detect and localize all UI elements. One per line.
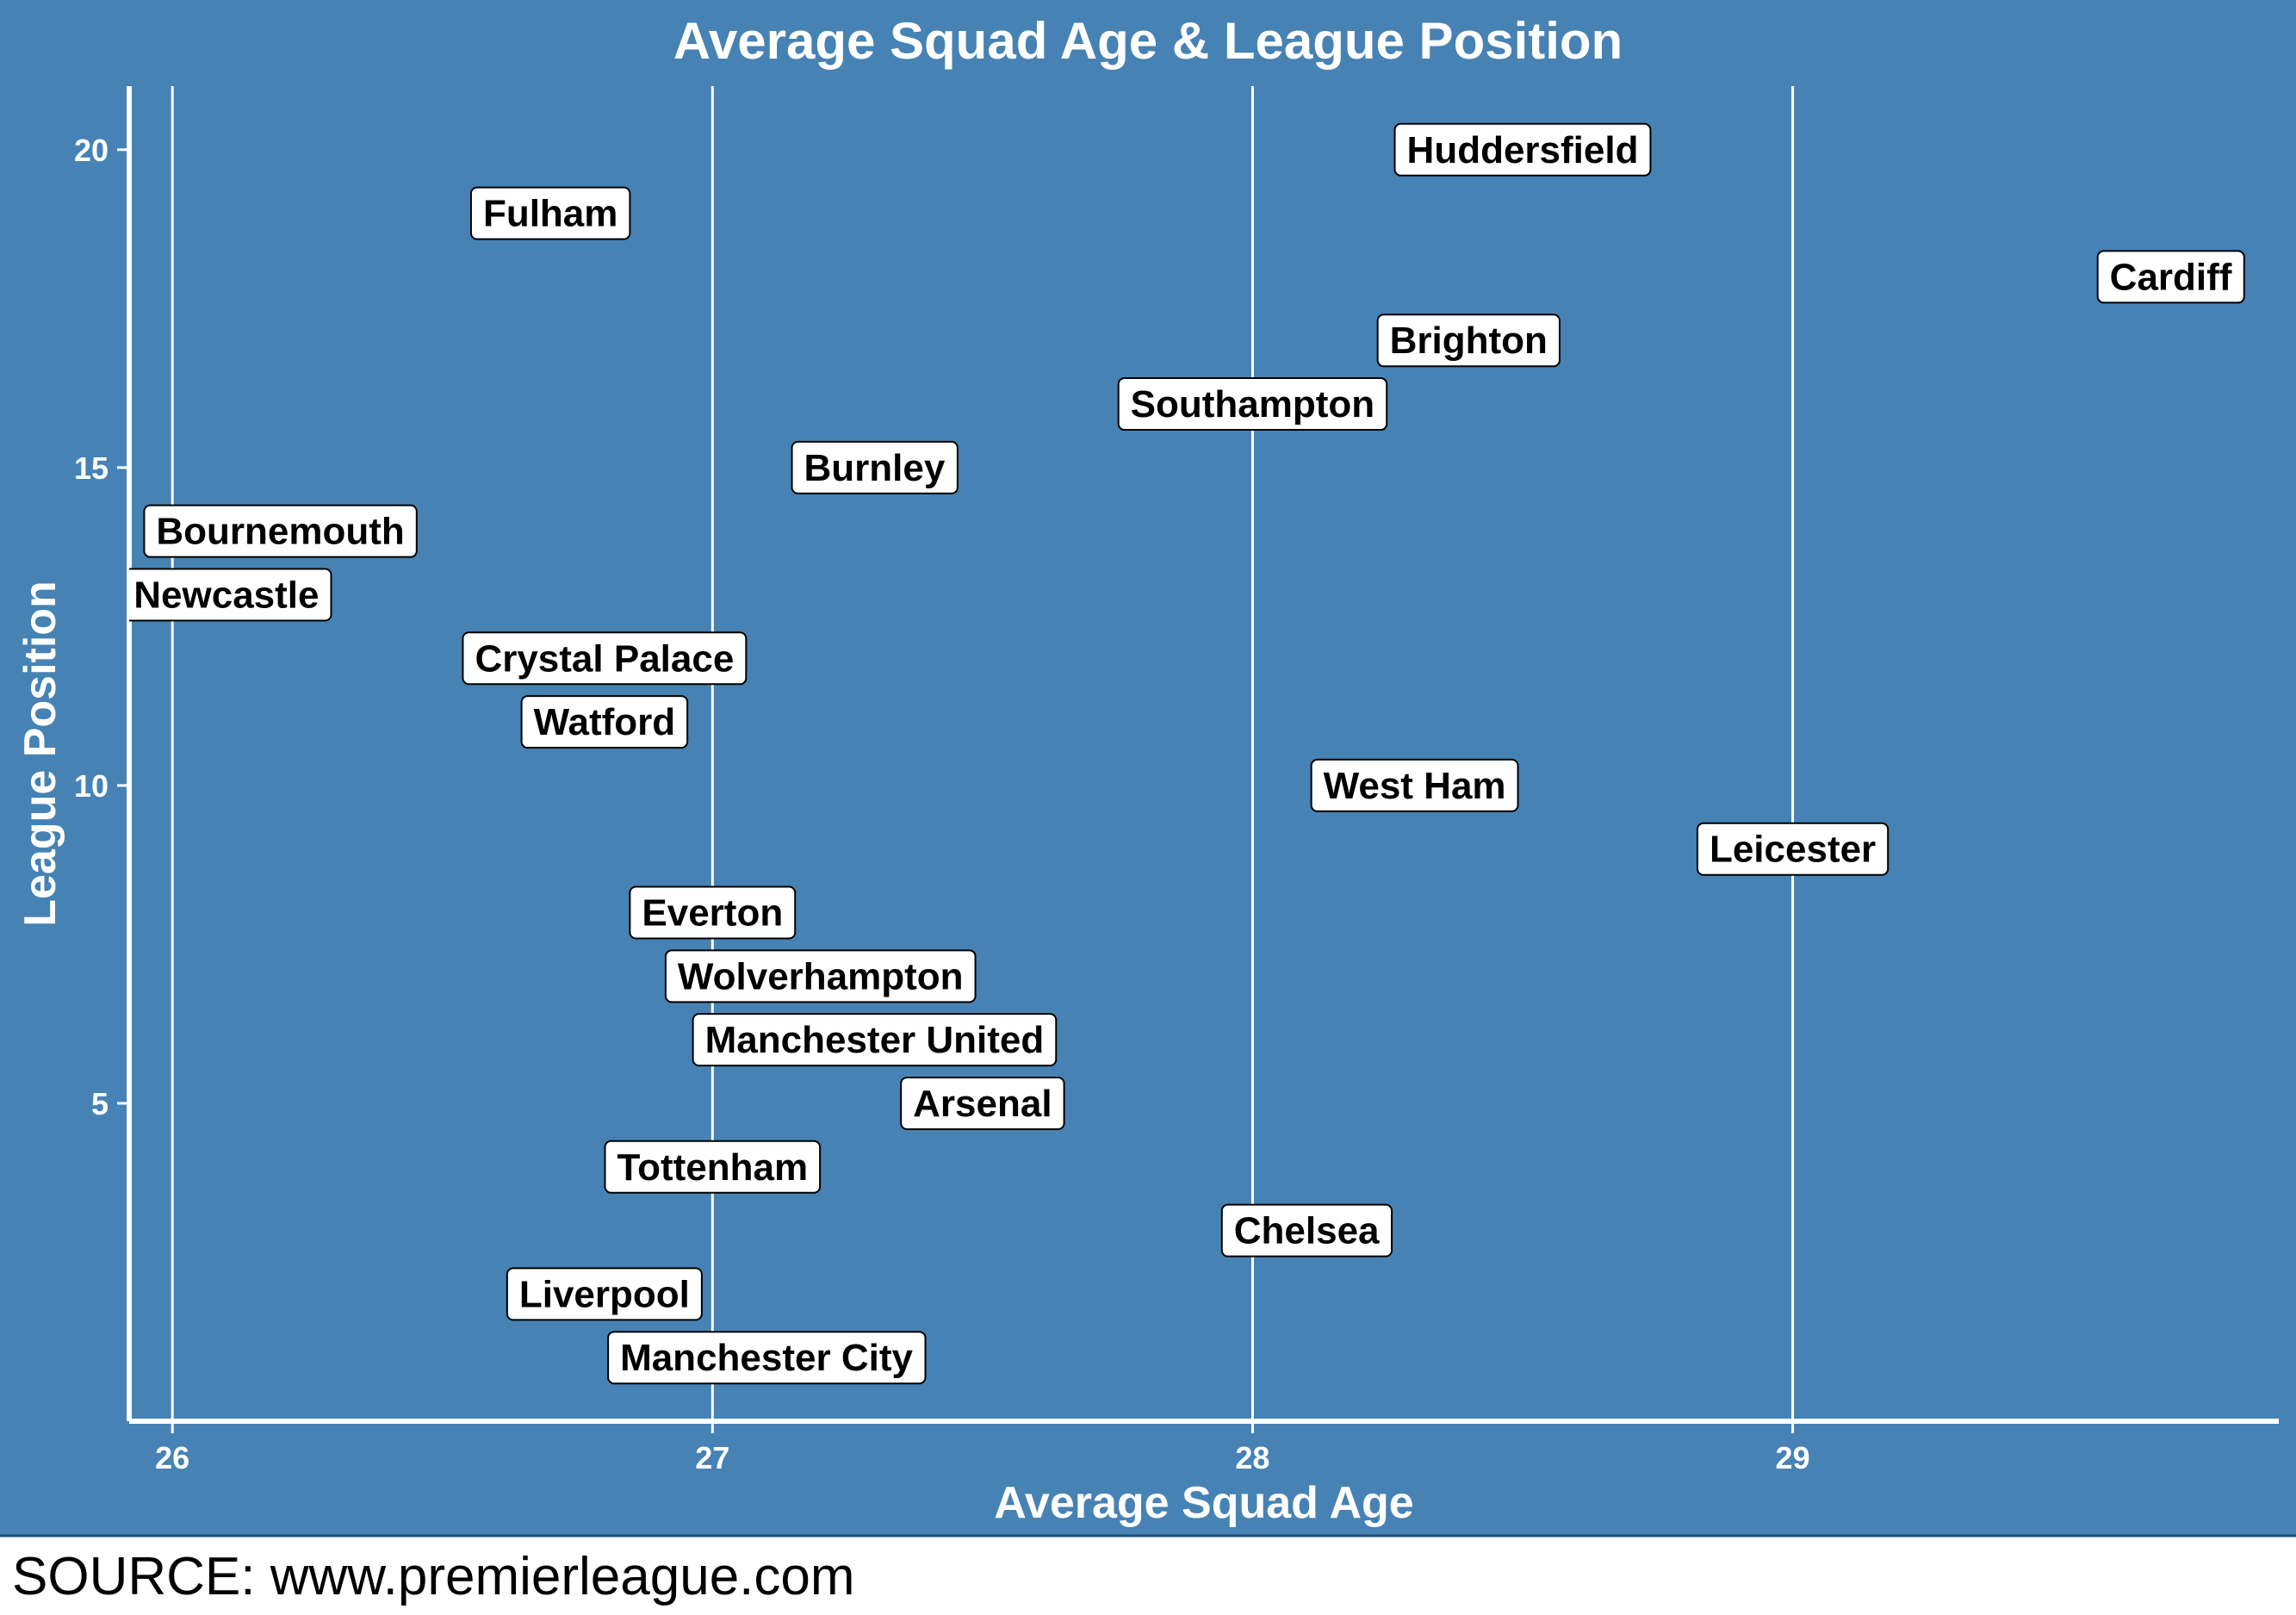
point-label: Cardiff bbox=[2096, 250, 2245, 304]
point-label-box bbox=[1220, 1203, 1393, 1258]
point-label-box bbox=[1393, 122, 1652, 177]
point-label-text: Leicester bbox=[1710, 829, 1876, 871]
point-label-box bbox=[604, 1140, 822, 1194]
point-label-text: Southampton bbox=[1131, 383, 1375, 425]
point-label: Fulham bbox=[469, 186, 631, 240]
point-label: Brighton bbox=[1376, 314, 1561, 368]
chart-title: Average Squad Age & League Position bbox=[673, 12, 1623, 70]
point-label-text: Huddersfield bbox=[1407, 129, 1639, 171]
x-tick-label: 27 bbox=[695, 1440, 729, 1475]
y-tick-label: 10 bbox=[74, 768, 109, 804]
point-label: Southampton bbox=[1117, 377, 1388, 432]
point-label-box bbox=[629, 885, 797, 940]
x-tick-label: 29 bbox=[1776, 1440, 1810, 1475]
point-label-text: Manchester City bbox=[620, 1337, 913, 1379]
point-label-text: Newcastle bbox=[133, 574, 319, 616]
point-label: Newcastle bbox=[129, 568, 332, 622]
x-tick-label: 28 bbox=[1235, 1440, 1269, 1475]
point-label: Bournemouth bbox=[143, 504, 418, 558]
point-label-box bbox=[520, 695, 689, 749]
source-caption: SOURCE: www.premierleague.com bbox=[12, 1547, 855, 1606]
point-label-box bbox=[1310, 758, 1519, 812]
point-label: Arsenal bbox=[900, 1076, 1065, 1130]
point-label: Wolverhampton bbox=[664, 949, 977, 1003]
point-label-text: Arsenal bbox=[913, 1083, 1052, 1125]
y-axis-title: League Position bbox=[16, 581, 65, 927]
point-labels: Manchester City Liverpool Chelsea Tottenham… bbox=[129, 122, 2245, 1385]
x-tick-label: 26 bbox=[155, 1440, 189, 1475]
point-label-box bbox=[692, 1013, 1058, 1067]
point-label-text: Burnley bbox=[804, 447, 946, 489]
point-label-text: Crystal Palace bbox=[475, 637, 734, 680]
point-label-text: Tottenham bbox=[617, 1146, 808, 1189]
point-label-text: Fulham bbox=[483, 193, 617, 235]
plot-background bbox=[0, 0, 2296, 1535]
point-label-box bbox=[469, 186, 631, 240]
point-label-text: Cardiff bbox=[2110, 256, 2232, 298]
point-label-box bbox=[1376, 314, 1561, 368]
point-label-text: Bournemouth bbox=[156, 511, 404, 553]
y-tick-label: 5 bbox=[91, 1086, 109, 1121]
point-label-text: Everton bbox=[642, 892, 783, 935]
point-label-text: Liverpool bbox=[519, 1273, 690, 1315]
point-label-box bbox=[2096, 250, 2245, 304]
point-label-text: Chelsea bbox=[1234, 1210, 1380, 1252]
point-label-box bbox=[1117, 377, 1388, 432]
point-label: West Ham bbox=[1310, 758, 1519, 812]
point-label: Chelsea bbox=[1220, 1203, 1393, 1258]
point-label-box bbox=[900, 1076, 1065, 1130]
point-label: Watford bbox=[520, 695, 689, 749]
point-label-text: Wolverhampton bbox=[678, 955, 964, 997]
point-label-box bbox=[506, 1267, 703, 1321]
x-axis-title: Average Squad Age bbox=[994, 1478, 1413, 1528]
y-tick-label: 15 bbox=[74, 450, 109, 486]
point-label: Manchester City bbox=[607, 1331, 927, 1385]
point-label: Huddersfield bbox=[1393, 122, 1652, 177]
y-tick-label: 20 bbox=[74, 133, 109, 168]
point-label: Leicester bbox=[1696, 822, 1890, 876]
point-label: Tottenham bbox=[604, 1140, 822, 1194]
point-label: Everton bbox=[629, 885, 797, 940]
point-label-text: Brighton bbox=[1390, 320, 1548, 362]
point-label-box bbox=[462, 631, 748, 686]
point-label-text: Watford bbox=[534, 701, 676, 743]
point-label-box bbox=[607, 1331, 927, 1385]
point-label: Crystal Palace bbox=[462, 631, 748, 686]
point-label: Manchester United bbox=[692, 1013, 1058, 1067]
point-label-text: Manchester United bbox=[705, 1019, 1045, 1061]
point-label-box bbox=[129, 568, 332, 622]
point-label: Liverpool bbox=[506, 1267, 703, 1321]
point-label-box bbox=[143, 504, 418, 558]
point-label-box bbox=[1696, 822, 1890, 876]
point-label: Burnley bbox=[791, 440, 959, 494]
point-label-text: West Ham bbox=[1324, 765, 1506, 807]
point-label-box bbox=[791, 440, 959, 494]
point-label-box bbox=[664, 949, 977, 1003]
